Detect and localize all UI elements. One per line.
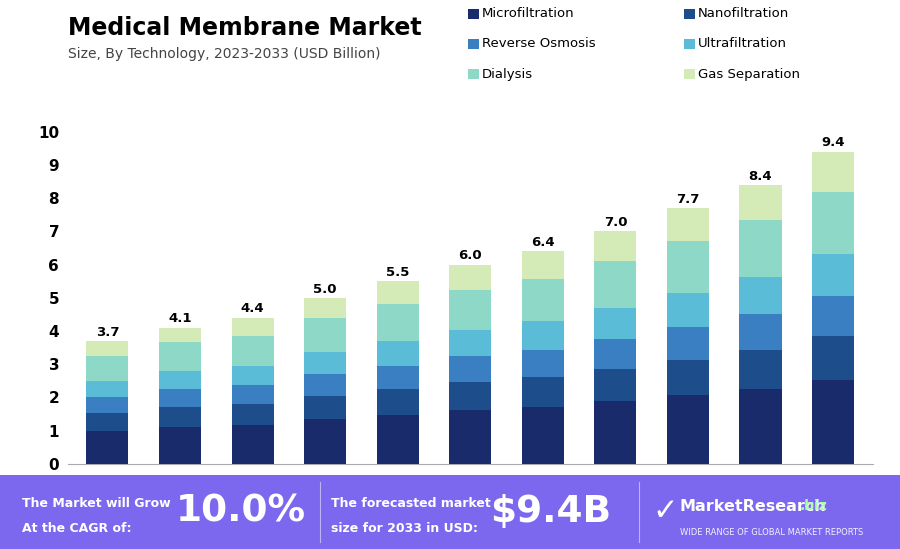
Text: 4.1: 4.1 (168, 312, 192, 326)
Bar (86, 413, 129, 430)
Bar (304, 419, 347, 464)
Text: Reverse Osmosis: Reverse Osmosis (482, 37, 596, 51)
Bar (231, 385, 274, 404)
Bar (159, 343, 201, 371)
Bar (304, 318, 347, 352)
Text: Size, By Technology, 2023-2033 (USD Billion): Size, By Technology, 2023-2033 (USD Bill… (68, 47, 380, 61)
Bar (449, 410, 491, 464)
Bar (231, 366, 274, 385)
Bar (231, 336, 274, 366)
Bar (740, 389, 781, 464)
Bar (159, 328, 201, 343)
Bar (304, 298, 347, 318)
Bar (740, 350, 781, 389)
Bar (376, 305, 418, 341)
Bar (594, 369, 636, 401)
Bar (667, 395, 709, 464)
Bar (594, 308, 636, 339)
Bar (376, 341, 418, 366)
Text: WIDE RANGE OF GLOBAL MARKET REPORTS: WIDE RANGE OF GLOBAL MARKET REPORTS (680, 528, 863, 537)
Text: Dialysis: Dialysis (482, 68, 533, 81)
Text: At the CAGR of:: At the CAGR of: (22, 522, 132, 535)
Bar (449, 330, 491, 356)
Bar (740, 185, 781, 221)
Bar (231, 404, 274, 425)
Bar (86, 430, 129, 464)
Bar (376, 281, 418, 305)
Bar (159, 371, 201, 389)
Bar (812, 152, 854, 192)
Text: 4.4: 4.4 (240, 302, 265, 316)
Bar (740, 221, 781, 277)
Bar (86, 397, 129, 413)
Bar (667, 242, 709, 293)
Bar (594, 401, 636, 464)
Text: The Market will Grow: The Market will Grow (22, 496, 171, 509)
Bar (159, 407, 201, 427)
Text: 3.7: 3.7 (95, 326, 119, 339)
Text: 8.4: 8.4 (749, 170, 772, 183)
Bar (304, 374, 347, 396)
Bar (812, 337, 854, 380)
Bar (812, 296, 854, 337)
Text: Microfiltration: Microfiltration (482, 7, 574, 20)
Bar (304, 396, 347, 419)
Text: $9.4B: $9.4B (491, 494, 612, 530)
Bar (812, 254, 854, 296)
Bar (667, 327, 709, 360)
Text: 6.0: 6.0 (458, 249, 482, 262)
Bar (594, 261, 636, 308)
Bar (159, 389, 201, 407)
Bar (159, 427, 201, 464)
Bar (231, 318, 274, 336)
Bar (667, 208, 709, 242)
Text: .biz: .biz (800, 499, 828, 513)
Text: Medical Membrane Market: Medical Membrane Market (68, 16, 421, 41)
Bar (376, 414, 418, 464)
Text: ✓: ✓ (652, 497, 678, 526)
Bar (522, 407, 564, 464)
Bar (231, 425, 274, 464)
Bar (522, 377, 564, 407)
Bar (449, 356, 491, 382)
Text: The forecasted market: The forecasted market (331, 496, 491, 509)
Bar (304, 352, 347, 374)
Bar (449, 382, 491, 410)
Text: Ultrafiltration: Ultrafiltration (698, 37, 787, 51)
Text: size for 2033 in USD:: size for 2033 in USD: (331, 522, 478, 535)
Bar (522, 251, 564, 278)
Bar (740, 277, 781, 314)
Bar (812, 192, 854, 254)
Bar (376, 366, 418, 389)
Bar (667, 360, 709, 395)
Text: 5.5: 5.5 (386, 266, 410, 279)
Bar (594, 339, 636, 369)
Text: 7.7: 7.7 (676, 193, 699, 206)
Text: 9.4: 9.4 (822, 136, 845, 149)
Bar (86, 341, 129, 356)
Bar (449, 265, 491, 289)
Bar (667, 293, 709, 327)
Bar (376, 389, 418, 414)
FancyBboxPatch shape (0, 475, 900, 549)
Bar (594, 232, 636, 261)
Text: MarketResearch: MarketResearch (680, 498, 826, 513)
Bar (740, 314, 781, 350)
Bar (522, 321, 564, 350)
Text: 10.0%: 10.0% (176, 494, 306, 530)
Text: Gas Separation: Gas Separation (698, 68, 800, 81)
Text: 6.4: 6.4 (531, 236, 554, 249)
Bar (522, 350, 564, 377)
Bar (812, 380, 854, 464)
Text: 5.0: 5.0 (313, 283, 337, 295)
Bar (522, 278, 564, 321)
Text: Nanofiltration: Nanofiltration (698, 7, 789, 20)
Bar (86, 381, 129, 397)
Bar (449, 289, 491, 330)
Text: 7.0: 7.0 (604, 216, 627, 229)
Bar (86, 356, 129, 381)
